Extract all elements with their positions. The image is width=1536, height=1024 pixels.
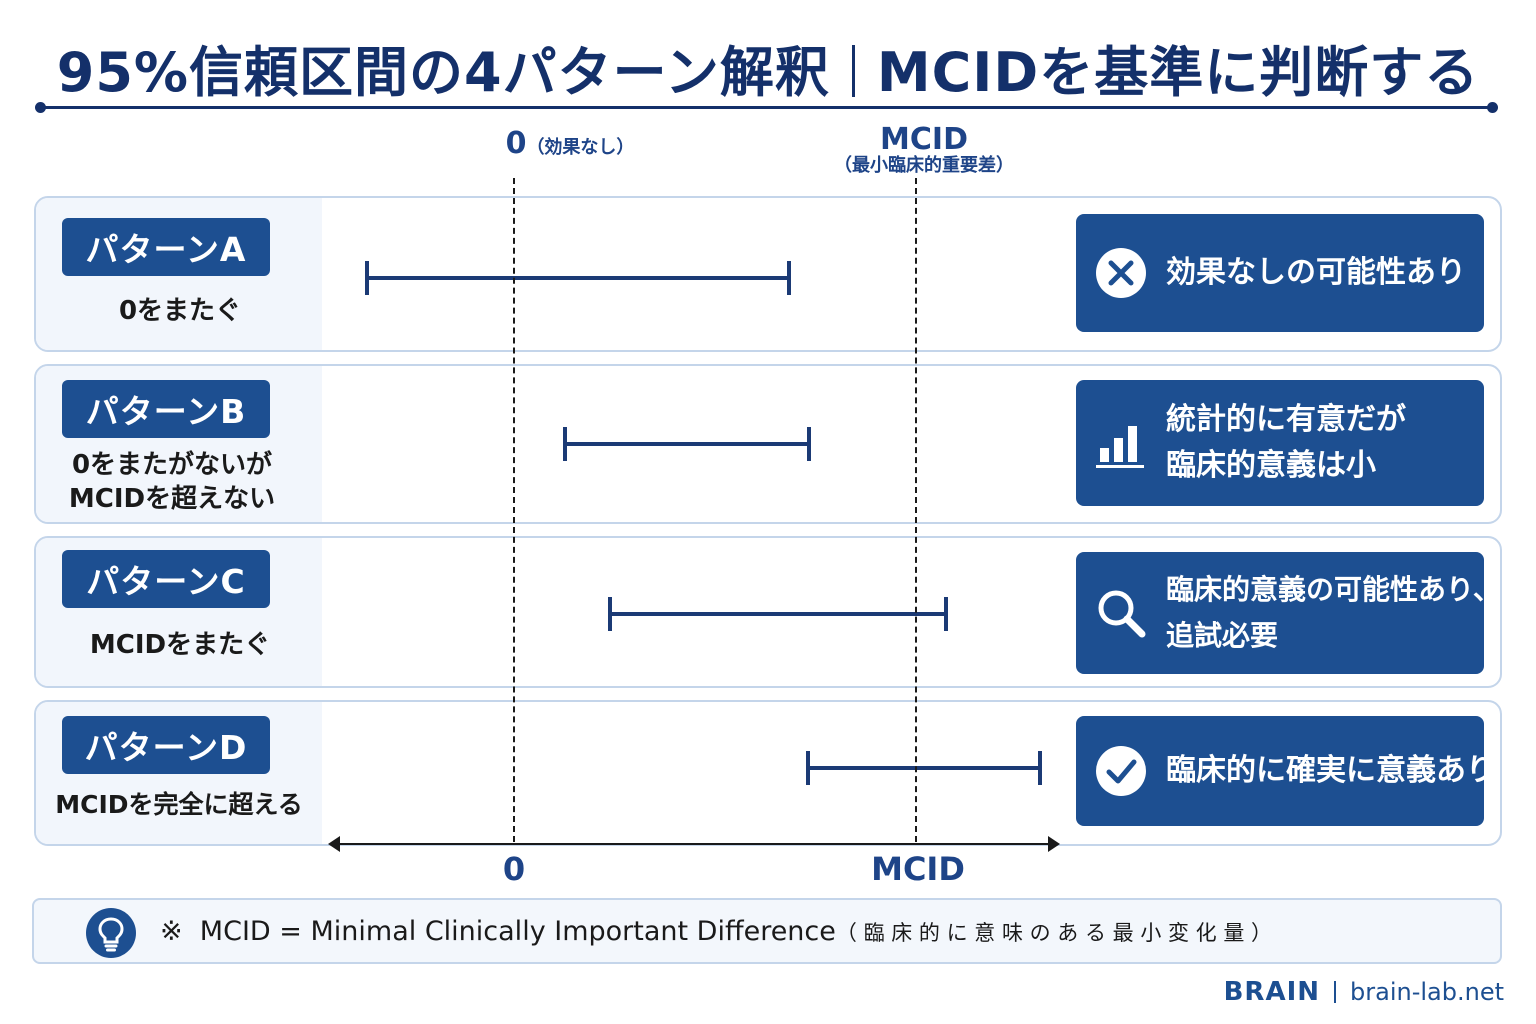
title-separator: [851, 45, 855, 97]
pattern-c-result-line-2: 追試必要: [1166, 619, 1279, 652]
brand-name: BRAIN: [1223, 977, 1321, 1007]
pattern-b-badge: パターンB: [62, 380, 270, 438]
pattern-c-badge: パターンC: [62, 550, 270, 608]
pattern-a-badge: パターンA: [62, 218, 270, 276]
pattern-b-result-line-2: 臨床的意義は小: [1166, 448, 1376, 483]
brand-separator: [1334, 981, 1337, 1003]
x-circle-icon: [1096, 248, 1146, 298]
pattern-a-result-text: 効果なしの可能性あり: [1166, 250, 1466, 296]
title-sub: MCIDを基準に判断する: [876, 41, 1480, 104]
mcid-reference-line: [915, 178, 917, 842]
pattern-b-desc: 0をまたがないが MCIDを超えない: [36, 448, 308, 516]
title-rule: [40, 106, 1492, 109]
rule-dot-left: [35, 102, 46, 113]
mcid-header-label: MCID: [880, 122, 968, 157]
pattern-b-desc-line-2: MCIDを超えない: [68, 484, 276, 514]
footnote-mark: ※: [160, 916, 183, 947]
pattern-d-desc: MCIDを完全に超える: [36, 788, 322, 822]
pattern-a-result-line: 効果なしの可能性あり: [1166, 255, 1466, 290]
footnote-box: ※ MCID = Minimal Clinically Important Di…: [32, 898, 1502, 964]
x-axis-zero-label: 0: [502, 850, 526, 888]
footnote-japanese: （ 臨 床 的 に 意 味 の あ る 最 小 変 化 量 ）: [835, 921, 1273, 945]
pattern-d-badge: パターンD: [62, 716, 270, 774]
page-title: 95%信頼区間の4パターン解釈 MCIDを基準に判断する: [0, 28, 1536, 107]
x-axis-arrow: [328, 836, 1060, 852]
pattern-a-result: 効果なしの可能性あり: [1076, 214, 1484, 332]
rule-dot-right: [1487, 102, 1498, 113]
footnote-text: ※ MCID = Minimal Clinically Important Di…: [160, 916, 1272, 947]
check-circle-icon: [1096, 746, 1146, 796]
title-main: 95%信頼区間の4パターン解釈: [56, 41, 830, 104]
pattern-c-desc-line: MCIDをまたぐ: [89, 630, 271, 660]
bar-chart-icon: [1096, 426, 1144, 468]
zero-header: 0（効果なし）: [440, 126, 700, 161]
footnote-definition: MCID = Minimal Clinically Important Diff…: [199, 916, 836, 947]
zero-header-note: （効果なし）: [526, 137, 635, 158]
pattern-b-panel: パターンB 0をまたがないが MCIDを超えない 統計的に有意だが 臨床的意義は…: [34, 364, 1502, 524]
brand: BRAIN brain-lab.net: [1224, 977, 1504, 1007]
pattern-b-result-line-1: 統計的に有意だが: [1166, 402, 1406, 437]
pattern-d-result: 臨床的に確実に意義あり: [1076, 716, 1496, 826]
lightbulb-icon: [86, 908, 136, 958]
magnifier-icon: [1098, 590, 1146, 638]
pattern-d-result-line: 臨床的に確実に意義あり: [1166, 753, 1496, 788]
zero-header-label: 0: [505, 126, 527, 161]
mcid-header: MCID （最小臨床的重要差）: [794, 124, 1054, 176]
pattern-b-result: 統計的に有意だが 臨床的意義は小: [1076, 380, 1484, 506]
pattern-c-desc: MCIDをまたぐ: [44, 628, 316, 662]
x-axis-mcid-label: MCID: [871, 850, 965, 888]
pattern-c-result-line-1: 臨床的意義の可能性あり、: [1166, 573, 1501, 606]
pattern-d-ci-bar: [806, 751, 1042, 785]
mcid-header-note: （最小臨床的重要差）: [834, 155, 1014, 176]
pattern-b-desc-line-1: 0をまたがないが: [71, 450, 273, 480]
pattern-c-result-text: 臨床的意義の可能性あり、 追試必要: [1166, 567, 1501, 659]
pattern-c-panel: パターンC MCIDをまたぐ 臨床的意義の可能性あり、 追試必要: [34, 536, 1502, 688]
pattern-a-panel: パターンA 0をまたぐ 効果なしの可能性あり: [34, 196, 1502, 352]
pattern-d-desc-line: MCIDを完全に超える: [55, 790, 303, 819]
pattern-c-ci-bar: [608, 597, 948, 631]
pattern-a-desc: 0をまたぐ: [44, 294, 316, 328]
pattern-d-panel: パターンD MCIDを完全に超える 臨床的に確実に意義あり: [34, 700, 1502, 846]
pattern-a-ci-bar: [365, 261, 791, 295]
brand-url[interactable]: brain-lab.net: [1350, 978, 1504, 1006]
pattern-a-desc-line: 0をまたぐ: [118, 296, 242, 326]
zero-reference-line: [513, 178, 515, 842]
pattern-b-result-text: 統計的に有意だが 臨床的意義は小: [1166, 397, 1406, 489]
pattern-d-result-text: 臨床的に確実に意義あり: [1166, 748, 1496, 794]
pattern-c-result: 臨床的意義の可能性あり、 追試必要: [1076, 552, 1500, 674]
pattern-b-ci-bar: [563, 427, 811, 461]
